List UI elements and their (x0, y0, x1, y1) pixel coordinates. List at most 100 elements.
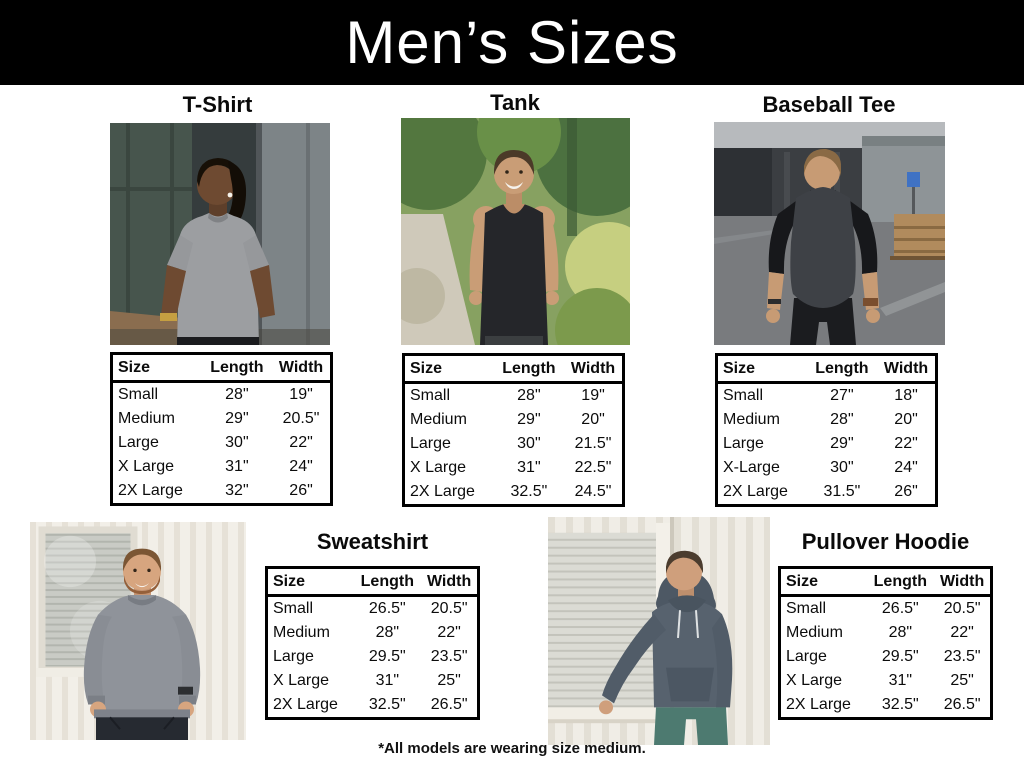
size-label-cell: 2X Large (786, 696, 851, 713)
photo-background (401, 118, 630, 345)
width-cell: 19" (289, 386, 313, 403)
size-label-cell: Medium (273, 624, 330, 641)
size-column-header: Size (403, 354, 494, 384)
size-row: X Large 31" 25" (267, 669, 479, 693)
width-column-header: Width (564, 354, 624, 384)
length-cell: 29.5" (881, 648, 919, 665)
length-cell: 31" (888, 672, 913, 689)
length-cell: 32.5" (881, 696, 919, 713)
table-header-row: Size Length Width (779, 567, 992, 597)
length-column-header: Length (493, 354, 565, 384)
size-column-header: Size (111, 353, 202, 383)
pullover-hoodie-size-table: Size Length Width Small 26.5" 20.5" Medium 2… (778, 566, 993, 720)
size-row: 2X Large 32.5" 24.5" (404, 480, 624, 506)
size-row: Medium 29" 20.5" (112, 407, 332, 431)
size-row: Medium 29" 20" (404, 408, 624, 432)
size-label-cell: Small (410, 387, 451, 404)
length-cell: 32" (225, 482, 249, 499)
size-row: 2X Large 32.5" 26.5" (267, 693, 479, 719)
length-cell: 30" (225, 434, 249, 451)
heading-baseball-tee: Baseball Tee (762, 92, 896, 117)
size-label-cell: 2X Large (273, 696, 338, 713)
width-cell: 22.5" (574, 459, 612, 476)
size-row: Large 29.5" 23.5" (780, 645, 992, 669)
width-cell: 21.5" (574, 435, 612, 452)
model-figure (469, 150, 559, 345)
model-figure (83, 548, 201, 740)
size-label-cell: Small (723, 387, 764, 404)
width-cell: 25" (437, 672, 461, 689)
width-cell: 24" (894, 459, 918, 476)
size-label-cell: Large (273, 648, 314, 665)
size-row: Large 29.5" 23.5" (267, 645, 479, 669)
tshirt-model-photo (110, 123, 330, 345)
model-figure (160, 158, 275, 345)
table-header-row: Size Length Width (403, 354, 624, 384)
size-column-header: Size (779, 567, 867, 597)
width-cell: 26.5" (943, 696, 981, 713)
tank-size-table: Size Length Width Small 28" 19" Medium 29" 20… (402, 353, 625, 507)
size-row: X Large 31" 22.5" (404, 456, 624, 480)
length-cell: 29.5" (368, 648, 406, 665)
width-cell: 20.5" (943, 600, 981, 617)
width-cell: 24" (289, 458, 313, 475)
size-row: Small 28" 19" (112, 382, 332, 408)
size-row: Medium 28" 22" (780, 621, 992, 645)
size-row: X Large 31" 24" (112, 455, 332, 479)
size-label-cell: X Large (118, 458, 175, 475)
width-column-header: Width (934, 567, 992, 597)
size-row: Large 30" 22" (112, 431, 332, 455)
width-cell: 23.5" (430, 648, 468, 665)
length-cell: 30" (830, 459, 854, 476)
width-cell: 22" (437, 624, 461, 641)
size-label-cell: Small (118, 386, 159, 403)
width-cell: 20.5" (282, 410, 320, 427)
width-cell: 19" (581, 387, 605, 404)
length-cell: 29" (225, 410, 249, 427)
width-cell: 22" (894, 435, 918, 452)
heading-pullover-hoodie: Pullover Hoodie (801, 529, 970, 554)
size-label-cell: Large (786, 648, 827, 665)
width-cell: 26" (894, 483, 918, 500)
length-cell: 31" (375, 672, 400, 689)
width-cell: 25" (950, 672, 974, 689)
heading-sweatshirt: Sweatshirt (316, 529, 429, 554)
heading-tshirt: T-Shirt (182, 92, 253, 117)
width-cell: 26.5" (430, 696, 468, 713)
length-cell: 26.5" (881, 600, 919, 617)
size-row: Medium 28" 20" (717, 408, 937, 432)
width-cell: 26" (289, 482, 313, 499)
size-row: Large 29" 22" (717, 432, 937, 456)
length-cell: 28" (517, 387, 541, 404)
size-label-cell: X Large (786, 672, 843, 689)
size-label-cell: 2X Large (723, 483, 788, 500)
width-column-header: Width (421, 567, 479, 597)
length-cell: 27" (830, 387, 854, 404)
size-label-cell: Medium (723, 411, 780, 428)
length-column-header: Length (866, 567, 935, 597)
size-label-cell: 2X Large (410, 483, 475, 500)
size-row: 2X Large 32" 26" (112, 479, 332, 505)
length-cell: 28" (375, 624, 400, 641)
length-cell: 30" (517, 435, 541, 452)
width-cell: 18" (894, 387, 918, 404)
size-row: Large 30" 21.5" (404, 432, 624, 456)
models-size-footnote: *All models are wearing size medium. (378, 740, 646, 757)
table-header-row: Size Length Width (716, 354, 937, 384)
tank-model-photo (401, 118, 630, 345)
width-cell: 20.5" (430, 600, 468, 617)
size-column-header: Size (716, 354, 807, 384)
length-cell: 32.5" (368, 696, 406, 713)
heading-tank: Tank (490, 90, 540, 115)
width-cell: 22" (950, 624, 974, 641)
width-cell: 24.5" (574, 483, 612, 500)
table-header-row: Size Length Width (111, 353, 332, 383)
width-cell: 20" (581, 411, 605, 428)
page-title: Men’s Sizes (345, 8, 679, 76)
size-label-cell: Large (723, 435, 764, 452)
length-cell: 28" (830, 411, 854, 428)
size-row: Small 26.5" 20.5" (267, 596, 479, 622)
size-label-cell: X Large (410, 459, 467, 476)
model-figure (766, 148, 880, 345)
